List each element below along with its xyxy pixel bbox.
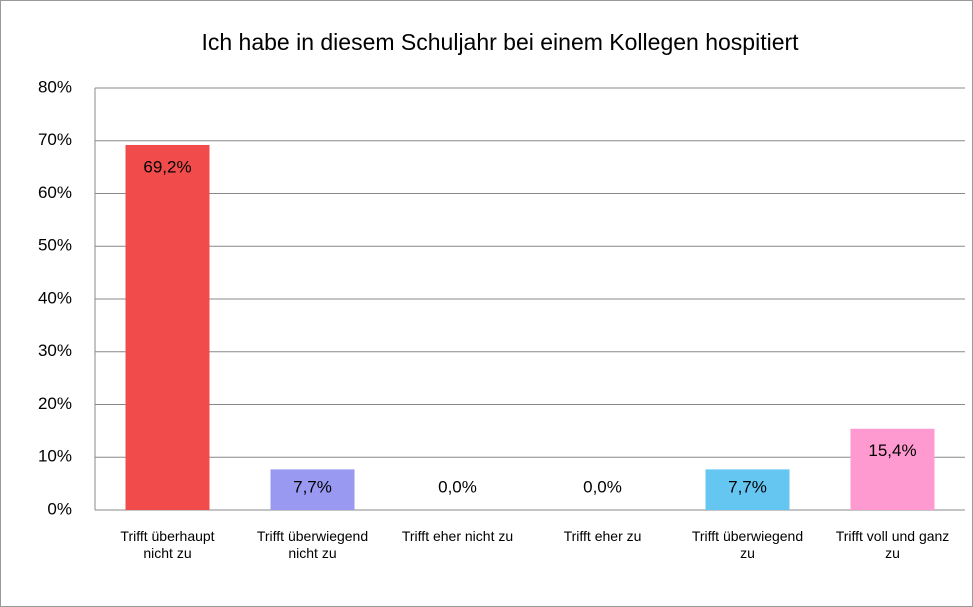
- y-tick-label: 30%: [38, 341, 72, 360]
- y-tick-label: 0%: [47, 499, 72, 518]
- bar: [850, 428, 935, 510]
- x-tick-label-box: Trifft überhaupt nicht zu: [120, 528, 215, 561]
- x-tick-label: Trifft überwiegend nicht zu: [256, 528, 369, 561]
- data-label: 0,0%: [438, 477, 477, 496]
- bar: [125, 144, 210, 510]
- x-tick-label: Trifft eher zu: [563, 528, 642, 544]
- y-tick-label: 10%: [38, 447, 72, 466]
- data-label: 7,7%: [728, 477, 767, 496]
- y-tick-label: 50%: [38, 236, 72, 255]
- chart-title: Ich habe in diesem Schuljahr bei einem K…: [201, 29, 799, 55]
- x-tick-label: Trifft überwiegend zu: [691, 528, 804, 561]
- x-tick-label-box: Trifft überwiegend nicht zu: [256, 528, 369, 561]
- bar: [705, 469, 790, 510]
- data-label: 69,2%: [143, 157, 191, 176]
- y-tick-label: 40%: [38, 288, 72, 307]
- y-tick-label: 20%: [38, 394, 72, 413]
- x-tick-label-box: Trifft eher nicht zu: [401, 528, 514, 544]
- x-tick-label-box: Trifft voll und ganz zu: [835, 528, 950, 561]
- data-label: 0,0%: [583, 477, 622, 496]
- y-tick-label: 70%: [38, 130, 72, 149]
- x-tick-label: Trifft überhaupt nicht zu: [120, 528, 215, 561]
- y-tick-label: 60%: [38, 183, 72, 202]
- data-label: 15,4%: [868, 441, 916, 460]
- y-tick-label: 80%: [38, 77, 72, 96]
- bar: [270, 469, 355, 510]
- x-tick-label: Trifft voll und ganz zu: [835, 528, 950, 561]
- data-label: 7,7%: [293, 477, 332, 496]
- x-tick-label-box: Trifft eher zu: [563, 528, 642, 544]
- x-tick-label: Trifft eher nicht zu: [401, 528, 514, 544]
- x-tick-label-box: Trifft überwiegend zu: [691, 528, 804, 561]
